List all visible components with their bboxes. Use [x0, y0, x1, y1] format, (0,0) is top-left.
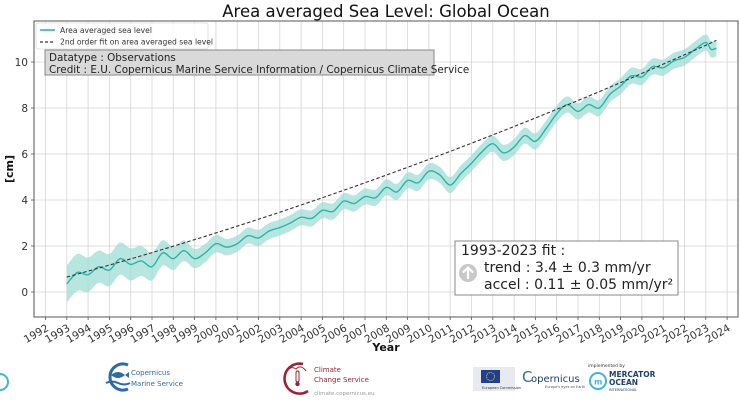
fish-icon: [111, 372, 129, 378]
info-box: Datatype : Observations Credit : E.U. Co…: [44, 49, 469, 76]
mercator-ocean-logo: implemented by m MERCATOR OCEAN INTERNAT…: [0, 363, 656, 392]
copernicus-logo: C opernicus Europe's eyes on Earth: [522, 368, 585, 389]
y-tick-label: 6: [21, 149, 28, 161]
copernicus-initial: C: [522, 368, 532, 386]
thermometer-icon: [295, 370, 300, 383]
y-tick-label: 0: [21, 287, 28, 299]
fit-header: 1993-2023 fit :: [461, 243, 565, 259]
y-axis-label: [cm]: [3, 155, 16, 183]
wave-icon: [105, 380, 131, 386]
x-tick-label: 2024: [703, 322, 732, 346]
european-commission-logo: European Commission: [473, 367, 521, 391]
marine-line2: Marine Service: [131, 380, 183, 388]
y-tick-label: 10: [15, 57, 28, 69]
mercator-line3: INTERNATIONAL: [609, 388, 637, 392]
fit-box: 1993-2023 fit : trend : 3.4 ± 0.3 mm/yr …: [454, 240, 679, 296]
climate-change-logo: Climate Change Service climate.copernicu…: [283, 362, 375, 397]
climate-line2: Change Service: [314, 376, 369, 384]
y-tick-label: 2: [21, 241, 28, 253]
series-group: [66, 41, 717, 285]
logos-footer: Copernicus Marine Service Climate Change…: [0, 362, 656, 397]
chart-title: Area averaged Sea Level: Global Ocean: [222, 2, 549, 21]
mercator-m-icon: [589, 372, 607, 390]
marine-arc-icon: [108, 362, 129, 392]
y-tick-label: 8: [21, 103, 28, 115]
info-datatype: Datatype : Observations: [49, 52, 176, 64]
copernicus-name: opernicus: [531, 374, 580, 385]
copernicus-tagline: Europe's eyes on Earth: [545, 385, 585, 389]
fit-accel: accel : 0.11 ± 0.05 mm/yr²: [484, 277, 673, 293]
y-tick-label: 4: [21, 195, 28, 207]
marine-line1: Copernicus: [131, 369, 170, 377]
mercator-line2: OCEAN: [609, 378, 638, 387]
uncertainty-band: [66, 34, 717, 303]
mercator-line1: MERCATOR: [609, 370, 656, 379]
legend-label-fit: 2nd order fit on area averaged sea level: [60, 38, 213, 47]
eu-label: European Commission: [482, 386, 521, 390]
legend: Area averaged sea level 2nd order fit on…: [35, 22, 213, 50]
climate-arc-icon: [283, 362, 309, 395]
cloud-icon: [285, 366, 307, 374]
info-box-frame: [44, 49, 435, 76]
legend-frame: [35, 22, 209, 50]
info-credit: Credit : E.U. Copernicus Marine Service …: [49, 64, 469, 76]
legend-label-sea-level: Area averaged sea level: [60, 26, 152, 35]
uncertainty-band-group: [66, 34, 717, 303]
copernicus-marine-logo: Copernicus Marine Service: [105, 362, 183, 392]
fit-box-frame: [454, 240, 679, 296]
svg-text:m: m: [594, 378, 602, 387]
x-axis-label: Year: [371, 341, 400, 354]
fit-trend: trend : 3.4 ± 0.3 mm/yr: [484, 260, 651, 276]
y-tick-labels: 0 2 4 6 8 10: [15, 57, 34, 299]
mercator-implemented: implemented by: [588, 363, 625, 369]
sea-level-chart: Area averaged Sea Level: Global Ocean 19…: [3, 2, 739, 354]
mercator-circle-icon: [0, 373, 9, 391]
eu-flag-icon: [481, 370, 500, 383]
climate-line1: Climate: [314, 366, 341, 374]
climate-url: climate.copernicus.eu: [314, 391, 375, 397]
arrow-up-circle-icon: [459, 264, 477, 282]
